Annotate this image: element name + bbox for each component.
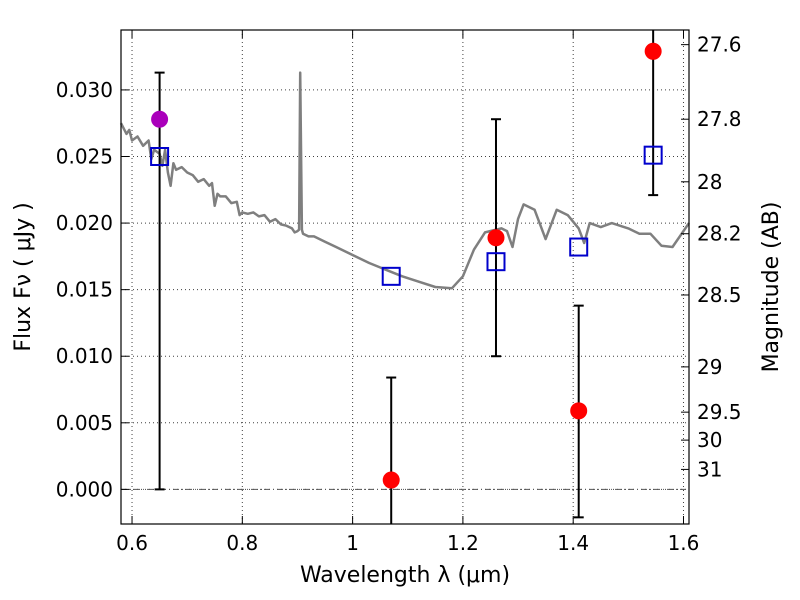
magnitude-tick-label: 28.5 [697,283,742,307]
y-tick-label: 0.015 [56,278,113,302]
model-flux-square [150,146,170,166]
y-tick-label: 0.005 [56,411,113,435]
magnitude-tick-label: 28 [697,170,722,194]
model-flux-square [569,237,589,257]
y-tick-label: 0.020 [56,211,113,235]
photometry-point [382,471,400,489]
photometry-point [570,402,588,420]
model-flux-squares [150,145,663,286]
y-tick-label: 0.010 [56,344,113,368]
magnitude-tick-label: 28.2 [697,222,742,246]
x-axis-title: Wavelength λ (μm) [300,563,510,588]
photometry-point [151,110,169,128]
model-flux-square [486,252,506,272]
plot-frame [120,29,690,525]
photometry-point [487,229,505,247]
magnitude-tick-label: 29 [697,355,722,379]
right-axis-title: Magnitude (AB) [759,202,784,373]
axis-ticks [121,30,689,524]
grid-lines [121,30,689,524]
x-tick-label: 1.6 [668,531,700,555]
magnitude-tick-label: 29.5 [697,400,742,424]
magnitude-tick-label: 27.6 [697,33,742,57]
x-tick-labels: 0.6 0.8 1 1.2 1.4 1.6 [116,531,699,555]
photometry-point [644,42,662,60]
x-tick-label: 1.4 [557,531,589,555]
x-tick-label: 0.6 [116,531,148,555]
model-flux-square [381,266,401,286]
y-tick-label: 0.025 [56,144,113,168]
magnitude-tick-label: 27.8 [697,107,742,131]
magnitude-tick-label: 31 [697,457,722,481]
y-tick-labels: 0.000 0.005 0.010 0.015 0.020 0.025 0.030 [56,78,113,501]
model-spectrum-line [119,71,691,290]
model-flux-square [643,145,663,165]
magnitude-tick-label: 30 [697,428,722,452]
y-tick-label: 0.000 [56,477,113,501]
photometry-points [151,42,662,489]
magnitude-tick-labels: 27.6 27.8 28 28.2 28.5 29 29.5 30 31 [697,33,742,482]
x-tick-label: 0.8 [226,531,258,555]
y-tick-label: 0.030 [56,78,113,102]
x-tick-label: 1 [346,531,359,555]
y-axis-title: Flux Fν ( μJy ) [11,202,36,351]
x-tick-label: 1.2 [447,531,479,555]
